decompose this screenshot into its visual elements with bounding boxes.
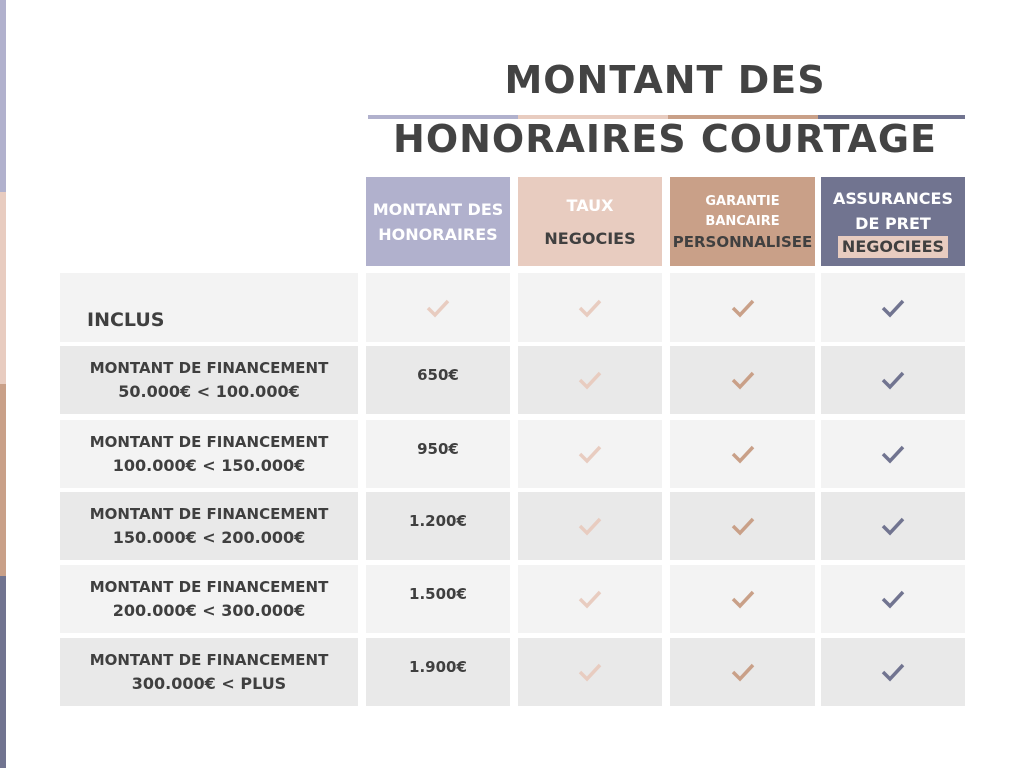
title-line-1: MONTANT DES (504, 58, 826, 102)
table-cell (821, 638, 965, 706)
checkmark-icon (881, 663, 905, 682)
table-cell (821, 420, 965, 488)
table-cell (821, 565, 965, 633)
checkmark-icon (578, 371, 602, 390)
checkmark-icon (731, 663, 754, 682)
row-range: 150.000€ < 200.000€ (112, 528, 306, 547)
row-label: INCLUS (60, 273, 358, 342)
column-header: TAUX NEGOCIES (518, 177, 662, 266)
side-stripe (0, 576, 6, 768)
row-range: 100.000€ < 150.000€ (112, 456, 306, 475)
table-cell (518, 420, 662, 488)
checkmark-icon (578, 663, 602, 682)
row-label: MONTANT DE FINANCEMENT 200.000€ < 300.000… (60, 565, 358, 633)
header-text: DE PRET (855, 213, 931, 233)
fee-value: 1.200€ (409, 512, 467, 530)
side-stripe (0, 384, 6, 576)
header-text: TAUX (566, 195, 614, 215)
row-label-text: MONTANT DE FINANCEMENT (89, 433, 329, 451)
header-text: BANCAIRE (705, 213, 780, 229)
checkmark-icon (881, 371, 905, 390)
checkmark-icon (731, 445, 754, 464)
checkmark-icon (731, 371, 754, 390)
column-header: GARANTIE BANCAIRE PERSONNALISEE (670, 177, 815, 266)
row-label-text: MONTANT DE FINANCEMENT (89, 578, 329, 596)
title-line-2: HONORAIRES COURTAGE (393, 117, 937, 161)
column-header: MONTANT DES HONORAIRES (366, 177, 510, 266)
table-cell (670, 420, 815, 488)
row-range: 50.000€ < 100.000€ (118, 382, 300, 401)
checkmark-icon (881, 445, 905, 464)
header-text: MONTANT DES (372, 199, 504, 219)
checkmark-icon (426, 299, 450, 318)
row-label: MONTANT DE FINANCEMENT 50.000€ < 100.000€ (60, 346, 358, 414)
table-cell (821, 273, 965, 342)
table-cell: 1.900€ (366, 638, 510, 706)
checkmark-icon (881, 517, 905, 536)
row-label: MONTANT DE FINANCEMENT 100.000€ < 150.000… (60, 420, 358, 488)
fee-value: 1.900€ (409, 658, 467, 676)
row-label-text: INCLUS (87, 309, 165, 331)
column-header: ASSURANCES DE PRET NEGOCIEES (821, 177, 965, 266)
table-cell: 1.500€ (366, 565, 510, 633)
checkmark-icon (731, 517, 754, 536)
checkmark-icon (578, 590, 602, 609)
row-label: MONTANT DE FINANCEMENT 150.000€ < 200.000… (60, 492, 358, 560)
table-cell: 650€ (366, 346, 510, 414)
table-cell (670, 273, 815, 342)
header-subtext: NEGOCIES (544, 228, 636, 248)
table-cell (518, 492, 662, 560)
table-cell (518, 565, 662, 633)
title-underline (368, 115, 518, 119)
table-cell (670, 565, 815, 633)
table-cell: 950€ (366, 420, 510, 488)
checkmark-icon (578, 445, 602, 464)
header-subtext: PERSONNALISEE (672, 232, 813, 251)
side-stripe (0, 0, 6, 192)
table-cell (366, 273, 510, 342)
table-cell (821, 346, 965, 414)
fee-value: 1.500€ (409, 585, 467, 603)
row-label-text: MONTANT DE FINANCEMENT (89, 505, 329, 523)
row-label: MONTANT DE FINANCEMENT 300.000€ < PLUS (60, 638, 358, 706)
row-range: 200.000€ < 300.000€ (112, 601, 306, 620)
table-cell (821, 492, 965, 560)
row-range: 300.000€ < PLUS (131, 674, 287, 693)
checkmark-icon (731, 299, 754, 318)
title-underline (518, 115, 668, 119)
table-cell (518, 638, 662, 706)
table-cell (670, 492, 815, 560)
title-underline (668, 115, 818, 119)
checkmark-icon (578, 517, 602, 536)
header-subtext: NEGOCIEES (837, 235, 949, 258)
header-text: GARANTIE (705, 193, 780, 209)
fee-value: 650€ (417, 366, 459, 384)
table-cell (518, 346, 662, 414)
table-cell: 1.200€ (366, 492, 510, 560)
side-stripe (0, 192, 6, 384)
table-cell (518, 273, 662, 342)
table-cell (670, 346, 815, 414)
checkmark-icon (578, 299, 602, 318)
row-label-text: MONTANT DE FINANCEMENT (89, 359, 329, 377)
title-underline (818, 115, 965, 119)
header-text: HONORAIRES (378, 224, 498, 244)
checkmark-icon (881, 299, 905, 318)
checkmark-icon (881, 590, 905, 609)
table-cell (670, 638, 815, 706)
checkmark-icon (731, 590, 754, 609)
row-label-text: MONTANT DE FINANCEMENT (89, 651, 329, 669)
fee-value: 950€ (417, 440, 459, 458)
header-text: ASSURANCES (833, 188, 953, 208)
